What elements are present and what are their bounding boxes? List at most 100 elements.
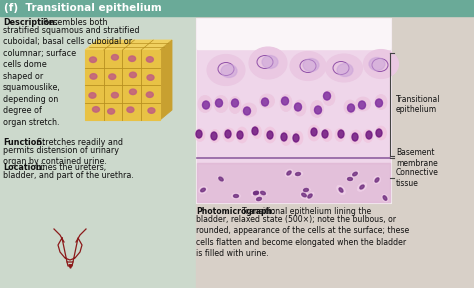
Ellipse shape [202, 101, 210, 109]
Ellipse shape [237, 127, 247, 143]
Ellipse shape [294, 100, 306, 116]
Ellipse shape [302, 193, 306, 197]
Text: Description:: Description: [3, 18, 58, 27]
Ellipse shape [301, 188, 310, 192]
Ellipse shape [347, 104, 355, 112]
Text: Location:: Location: [3, 163, 45, 172]
Bar [197, 19, 390, 49]
Ellipse shape [293, 171, 303, 177]
Text: Lines the ureters,: Lines the ureters, [36, 163, 106, 172]
Ellipse shape [290, 52, 326, 81]
Ellipse shape [254, 191, 258, 195]
Ellipse shape [267, 131, 273, 139]
Ellipse shape [357, 183, 367, 192]
Ellipse shape [211, 132, 217, 140]
Ellipse shape [253, 126, 262, 139]
Ellipse shape [262, 56, 278, 69]
Ellipse shape [259, 190, 267, 196]
Ellipse shape [148, 108, 155, 113]
Ellipse shape [375, 126, 386, 140]
Ellipse shape [295, 173, 301, 175]
Ellipse shape [282, 97, 289, 105]
Ellipse shape [207, 54, 245, 86]
Ellipse shape [251, 190, 261, 196]
Ellipse shape [323, 90, 335, 105]
Ellipse shape [360, 185, 364, 189]
Ellipse shape [195, 128, 205, 141]
Ellipse shape [323, 92, 330, 100]
Ellipse shape [300, 191, 308, 199]
Ellipse shape [322, 130, 328, 138]
Ellipse shape [201, 188, 205, 192]
Ellipse shape [315, 106, 321, 114]
Ellipse shape [129, 89, 137, 94]
Ellipse shape [338, 130, 344, 138]
Bar [85, 50, 160, 120]
Bar [196, 18, 391, 203]
Ellipse shape [326, 54, 363, 82]
Text: bladder, relaxed state (500×); note the bulbous, or
rounded, appearance of the c: bladder, relaxed state (500×); note the … [196, 215, 409, 258]
Ellipse shape [294, 103, 301, 111]
Ellipse shape [261, 191, 265, 195]
Ellipse shape [356, 97, 371, 111]
Ellipse shape [358, 101, 365, 109]
Ellipse shape [111, 54, 118, 60]
Bar [0, 0, 474, 16]
Ellipse shape [147, 75, 154, 80]
Ellipse shape [89, 93, 96, 98]
Ellipse shape [223, 128, 235, 142]
Ellipse shape [369, 58, 385, 71]
Ellipse shape [350, 130, 362, 144]
Ellipse shape [146, 57, 154, 62]
Text: Transitional epithelium lining the: Transitional epithelium lining the [242, 207, 371, 216]
Ellipse shape [90, 57, 97, 62]
Ellipse shape [375, 94, 387, 109]
Ellipse shape [199, 186, 207, 194]
Ellipse shape [225, 130, 231, 138]
Ellipse shape [221, 65, 237, 77]
Ellipse shape [109, 74, 116, 79]
Ellipse shape [344, 100, 356, 114]
Ellipse shape [303, 188, 309, 192]
Ellipse shape [216, 99, 222, 107]
Ellipse shape [337, 185, 346, 195]
Ellipse shape [339, 188, 343, 192]
Ellipse shape [352, 133, 358, 141]
Ellipse shape [337, 63, 353, 77]
Ellipse shape [237, 131, 243, 139]
Ellipse shape [252, 127, 258, 135]
Ellipse shape [375, 178, 379, 182]
Ellipse shape [196, 130, 202, 138]
Ellipse shape [108, 109, 115, 114]
Bar [0, 16, 192, 288]
Text: Resembles both: Resembles both [43, 18, 108, 27]
Ellipse shape [129, 72, 137, 78]
Ellipse shape [234, 194, 238, 198]
Ellipse shape [308, 194, 312, 198]
Ellipse shape [374, 176, 381, 184]
Ellipse shape [244, 107, 250, 115]
Ellipse shape [229, 96, 241, 113]
Ellipse shape [335, 128, 345, 141]
Ellipse shape [311, 128, 317, 136]
Ellipse shape [214, 96, 228, 113]
Polygon shape [160, 40, 172, 120]
Ellipse shape [280, 94, 292, 111]
Text: Stretches readily and: Stretches readily and [37, 138, 123, 147]
Ellipse shape [306, 192, 314, 200]
Ellipse shape [363, 130, 373, 143]
Ellipse shape [251, 190, 261, 196]
Text: Transitional
epithelium: Transitional epithelium [396, 95, 440, 114]
Text: Connective
tissue: Connective tissue [396, 168, 439, 188]
Ellipse shape [364, 50, 399, 79]
Ellipse shape [111, 92, 118, 98]
Ellipse shape [255, 196, 263, 202]
Ellipse shape [218, 176, 224, 182]
Bar [197, 48, 390, 163]
Text: Photomicrograph:: Photomicrograph: [196, 207, 275, 216]
Ellipse shape [90, 74, 97, 79]
Ellipse shape [303, 58, 319, 71]
Ellipse shape [146, 92, 153, 97]
Ellipse shape [127, 107, 134, 113]
Text: bladder, and part of the urethra.: bladder, and part of the urethra. [3, 171, 134, 180]
